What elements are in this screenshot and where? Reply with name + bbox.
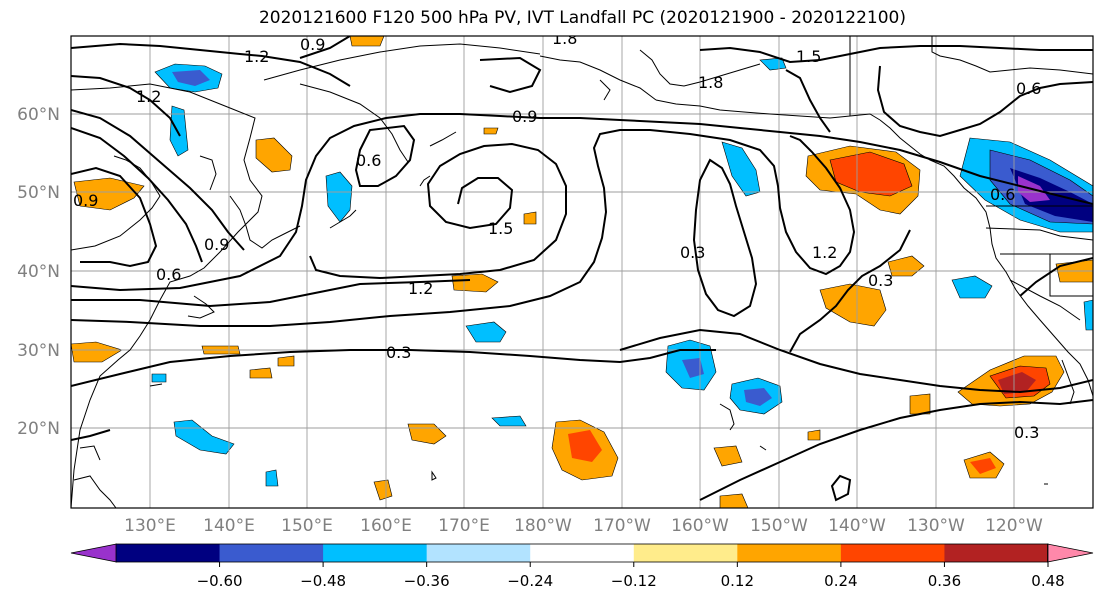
colorbar-segment <box>219 544 324 562</box>
lon-label: 130°W <box>907 516 965 536</box>
contour-label: 0.9 <box>512 107 537 126</box>
colorbar-segment <box>944 544 1049 562</box>
contour-label: 1.2 <box>244 47 269 66</box>
colorbar-segment <box>633 544 738 562</box>
colorbar-tick-label: −0.36 <box>404 572 450 590</box>
map-border <box>70 35 1094 509</box>
lat-label: 60°N <box>17 105 60 125</box>
latitude-labels: 60°N 50°N 40°N 30°N 20°N <box>17 105 60 439</box>
colorbar-border <box>115 543 1049 563</box>
colorbar-segment <box>737 544 842 562</box>
lon-label: 160°E <box>360 516 412 536</box>
contour-label: 0.6 <box>156 265 181 284</box>
graticule <box>71 36 1093 508</box>
contour-label: 0.3 <box>680 243 705 262</box>
contour-label: 0.6 <box>356 151 381 170</box>
contour-label: 1.5 <box>488 219 513 238</box>
lat-label: 30°N <box>17 341 60 361</box>
contour-label: 0.9 <box>204 235 229 254</box>
contour-label: 1.2 <box>812 243 837 262</box>
colorbar-segment <box>840 544 945 562</box>
lon-label: 130°E <box>124 516 176 536</box>
contour-label: 0.3 <box>386 343 411 362</box>
colorbar-segment <box>426 544 531 562</box>
colorbar-segment <box>116 544 221 562</box>
positive-anomaly-fields <box>71 36 1093 508</box>
contour-label: 0.9 <box>300 35 325 54</box>
colorbar-tick-label: −0.12 <box>611 572 657 590</box>
colorbar-extend-low <box>70 543 117 563</box>
colorbar-tick-label: −0.48 <box>300 572 346 590</box>
map-title: 2020121600 F120 500 hPa PV, IVT Landfall… <box>258 8 906 28</box>
lon-label: 150°E <box>281 516 333 536</box>
contour-label: 1.8 <box>698 73 723 92</box>
longitude-labels: 130°E 140°E 150°E 160°E 170°E 180°W 170°… <box>124 516 1043 536</box>
contour-label: 1.2 <box>408 279 433 298</box>
map-content: 1.2 0.9 1.8 1.8 1.5 0.6 1.2 0.6 0.9 0.9 … <box>71 29 1093 508</box>
contour-labels: 1.2 0.9 1.8 1.8 1.5 0.6 1.2 0.6 0.9 0.9 … <box>73 29 1041 442</box>
lat-label: 50°N <box>17 183 60 203</box>
colorbar-ticks: −0.60 −0.48 −0.36 −0.24 −0.12 0.12 0.24 0.36 0.4… <box>197 562 1065 590</box>
colorbar-segment <box>530 544 635 562</box>
contour-label: 0.3 <box>1014 423 1039 442</box>
lon-label: 140°W <box>828 516 886 536</box>
lon-label: 170°W <box>593 516 651 536</box>
colorbar-tick-label: 0.36 <box>928 572 961 590</box>
colorbar-tick-label: 0.48 <box>1031 572 1064 590</box>
colorbar-extend-high <box>1047 543 1094 563</box>
lon-label: 170°E <box>438 516 490 536</box>
lon-label: 150°W <box>750 516 808 536</box>
colorbar-tick-label: −0.24 <box>507 572 553 590</box>
colorbar-tick-label: −0.60 <box>197 572 243 590</box>
lon-label: 160°W <box>671 516 729 536</box>
contour-label: 1.2 <box>136 87 161 106</box>
contour-label: 0.9 <box>73 191 98 210</box>
lon-label: 180°W <box>514 516 572 536</box>
colorbar <box>70 543 1094 563</box>
lon-label: 140°E <box>203 516 255 536</box>
contour-label: 0.6 <box>1016 79 1041 98</box>
lat-label: 40°N <box>17 262 60 282</box>
pv-contours <box>71 36 1093 502</box>
colorbar-tick-label: 0.24 <box>824 572 857 590</box>
contour-label: 1.8 <box>552 29 577 48</box>
contour-label: 0.6 <box>990 185 1015 204</box>
colorbar-tick-label: 0.12 <box>721 572 754 590</box>
colorbar-segment <box>323 544 428 562</box>
lat-label: 20°N <box>17 419 60 439</box>
contour-label: 0.3 <box>868 271 893 290</box>
lon-label: 120°W <box>985 516 1043 536</box>
contour-label: 1.5 <box>796 47 821 66</box>
